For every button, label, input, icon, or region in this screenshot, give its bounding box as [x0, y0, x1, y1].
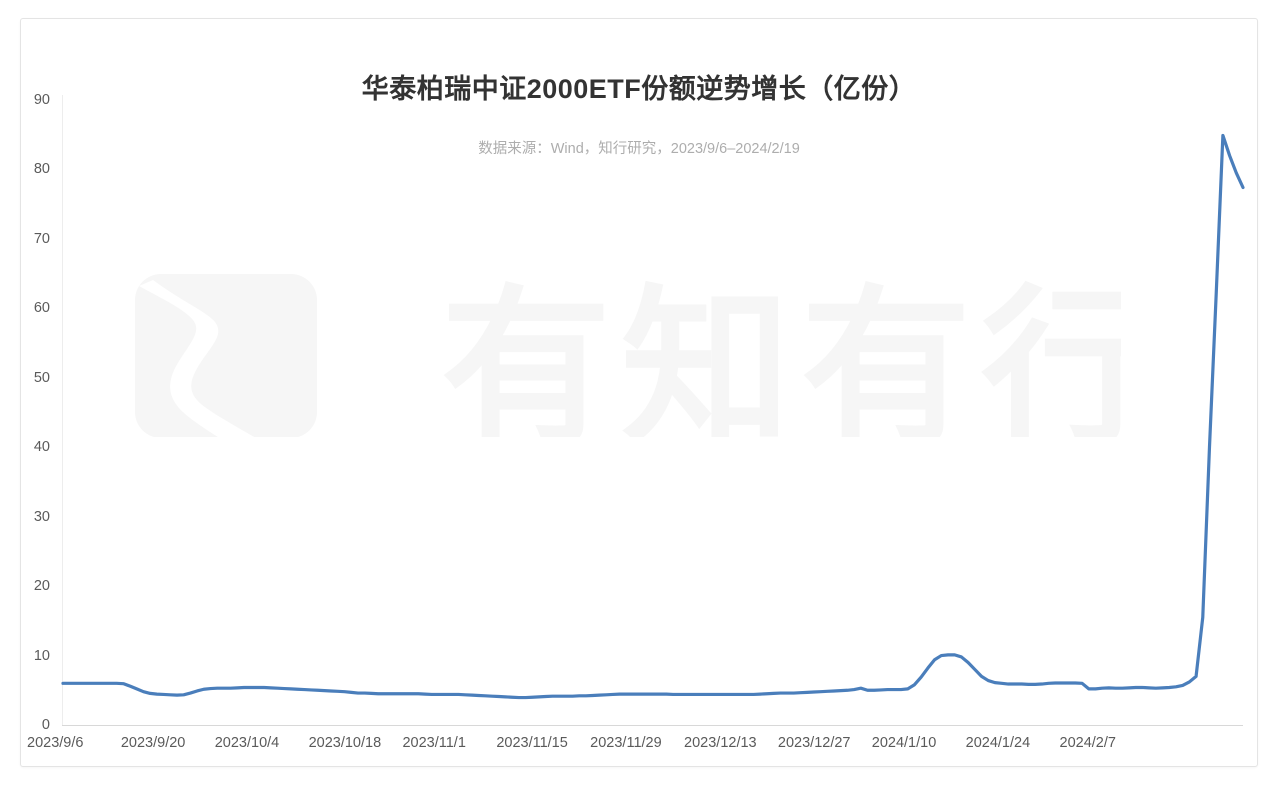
y-axis-tick-label: 0	[41, 717, 50, 733]
y-axis-line	[62, 95, 63, 726]
svg-text:有: 有	[441, 276, 611, 437]
x-axis-tick-label: 2023/10/4	[214, 735, 280, 751]
x-axis-tick-label: 2023/12/27	[777, 735, 851, 751]
svg-text:有: 有	[801, 276, 971, 437]
svg-text:知: 知	[621, 276, 791, 437]
y-axis-tick-label: 20	[33, 578, 50, 595]
x-axis-tick-label: 2023/10/18	[308, 735, 382, 751]
y-axis-tick-label: 90	[33, 92, 50, 108]
watermark-logo: 有 知 有 行	[131, 262, 1151, 474]
y-axis-tick-label: 80	[33, 161, 50, 178]
y-axis-tick-label: 60	[33, 300, 50, 317]
y-axis-tick-label: 40	[33, 439, 50, 456]
x-axis-tick-label: 2024/1/10	[871, 735, 937, 751]
x-axis-tick-label: 2023/11/29	[590, 735, 662, 751]
x-axis-tick-label: 2024/1/24	[965, 735, 1031, 751]
y-axis-tick-label: 30	[33, 508, 50, 525]
x-axis-tick-label: 2024/2/7	[1059, 735, 1116, 751]
x-axis-tick-label: 2023/9/6	[27, 735, 84, 751]
svg-text:行: 行	[981, 276, 1121, 437]
x-axis-tick-label: 2023/9/20	[120, 735, 186, 751]
y-axis-tick-label: 10	[33, 647, 50, 664]
y-axis-tick-label: 50	[33, 369, 50, 386]
x-axis-tick-label: 2023/11/1	[402, 735, 466, 751]
x-axis-tick-label: 2023/11/15	[496, 735, 568, 751]
x-axis-baseline	[62, 725, 1243, 726]
y-axis-tick-label: 70	[33, 230, 50, 247]
chart-subtitle: 数据来源：Wind，知行研究，2023/9/6–2024/2/19	[478, 141, 800, 157]
x-axis-tick-label: 2023/12/13	[684, 735, 757, 751]
page-title: 华泰柏瑞中证2000ETF份额逆势增长（亿份）	[361, 74, 917, 104]
chart-card: 有 知 有 行 华泰柏瑞中证2000ETF份额逆势增长（亿份） 数据来源：Win…	[20, 18, 1258, 767]
